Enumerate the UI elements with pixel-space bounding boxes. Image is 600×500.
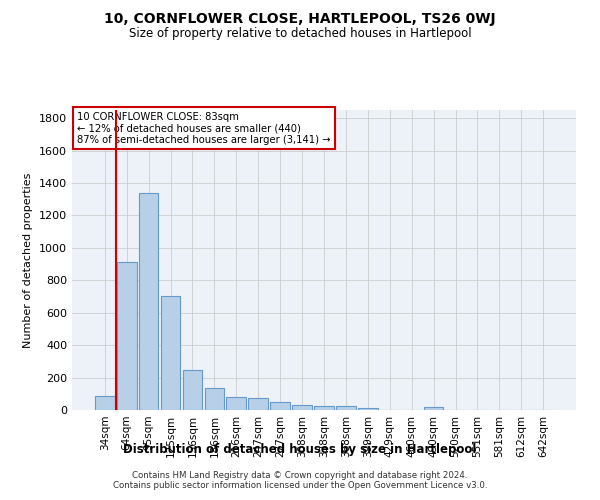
Bar <box>314 406 334 410</box>
Bar <box>292 405 312 410</box>
Bar <box>95 396 115 410</box>
Bar <box>358 408 378 410</box>
Text: Distribution of detached houses by size in Hartlepool: Distribution of detached houses by size … <box>124 442 476 456</box>
Text: Contains HM Land Registry data © Crown copyright and database right 2024.
Contai: Contains HM Land Registry data © Crown c… <box>113 470 487 490</box>
Y-axis label: Number of detached properties: Number of detached properties <box>23 172 34 348</box>
Bar <box>424 407 443 410</box>
Bar <box>205 388 224 410</box>
Bar <box>182 370 202 410</box>
Bar <box>226 397 246 410</box>
Bar <box>270 402 290 410</box>
Bar <box>117 262 137 410</box>
Bar <box>161 296 181 410</box>
Bar <box>248 398 268 410</box>
Text: 10 CORNFLOWER CLOSE: 83sqm
← 12% of detached houses are smaller (440)
87% of sem: 10 CORNFLOWER CLOSE: 83sqm ← 12% of deta… <box>77 112 331 144</box>
Text: 10, CORNFLOWER CLOSE, HARTLEPOOL, TS26 0WJ: 10, CORNFLOWER CLOSE, HARTLEPOOL, TS26 0… <box>104 12 496 26</box>
Bar <box>139 192 158 410</box>
Text: Size of property relative to detached houses in Hartlepool: Size of property relative to detached ho… <box>128 28 472 40</box>
Bar <box>336 406 356 410</box>
